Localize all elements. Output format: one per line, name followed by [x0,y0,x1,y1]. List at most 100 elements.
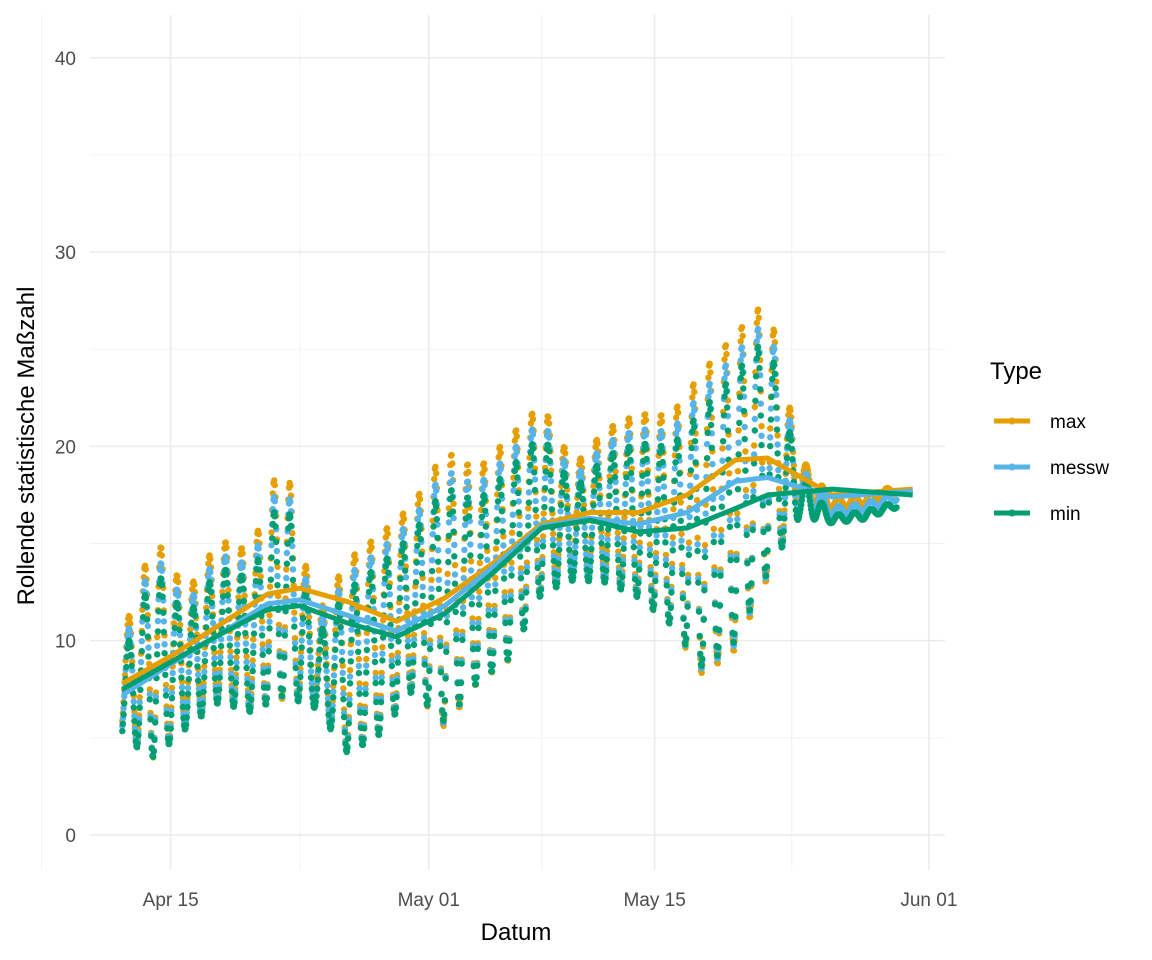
data-point [410,659,417,666]
data-point [738,362,746,369]
data-point [199,708,206,715]
data-point [222,539,229,546]
data-point [150,753,157,760]
data-point [530,455,537,462]
data-point [562,474,569,481]
data-point [347,649,354,656]
data-point [402,574,410,581]
data-point [385,583,393,591]
data-point [435,567,443,574]
data-point [485,602,492,609]
data-point [136,699,143,706]
data-point [412,568,420,576]
data-point [219,608,226,615]
data-point [654,508,661,516]
data-point [228,675,235,682]
data-point [250,622,258,629]
data-point [491,606,498,614]
data-point [716,626,723,634]
data-point [545,442,552,449]
data-point [435,576,443,583]
data-point [428,557,436,564]
data-point [726,516,734,524]
data-point [721,356,728,363]
data-point [340,713,348,721]
data-point [642,416,650,424]
data-point [179,703,186,711]
data-point [758,432,765,439]
data-point [500,542,507,549]
data-point [527,461,534,469]
data-point [705,411,712,418]
data-point [258,625,266,632]
data-point [426,667,433,674]
data-point [381,592,388,599]
data-point [482,507,489,514]
data-point [549,542,557,549]
data-point [694,541,701,548]
data-point [352,556,359,563]
data-point [174,587,181,594]
data-point [646,546,654,553]
data-point [424,696,432,703]
data-point [243,664,250,672]
data-point [137,686,144,693]
data-point [484,589,492,596]
data-point [531,476,539,483]
data-point [620,545,627,552]
data-point [720,438,727,445]
data-point [669,534,676,541]
data-point [578,487,586,494]
data-point [652,554,660,561]
data-point [238,559,246,566]
data-point [320,616,327,623]
data-point [541,495,548,502]
data-point [504,656,512,663]
data-point [630,544,637,551]
data-point [697,650,704,657]
data-point [362,685,369,693]
data-point [291,623,298,630]
data-point [775,495,783,503]
data-point [706,360,713,367]
data-point [191,594,198,601]
data-point [763,572,770,579]
data-point [572,549,579,557]
data-point [501,589,508,596]
data-point [396,594,404,602]
data-point [307,668,315,675]
data-point [648,587,655,594]
data-point [703,440,711,448]
data-point [685,551,693,559]
data-point [724,427,732,434]
data-point [505,649,512,657]
data-point [450,528,457,535]
data-point [460,566,467,573]
data-point [662,532,669,539]
data-point [409,672,416,680]
data-point [663,582,670,589]
data-point [664,599,671,606]
data-point [480,476,488,483]
data-point [283,566,290,573]
data-point [146,686,153,693]
data-point [507,592,514,599]
data-point [250,630,258,637]
data-point [517,553,524,560]
legend-label-messw: messw [1050,458,1109,479]
data-point [256,578,264,586]
data-point [773,415,781,422]
data-point [242,647,250,654]
data-point [422,679,429,686]
data-point [289,566,297,573]
data-point [653,532,660,539]
data-point [658,448,666,455]
data-point [239,563,246,571]
data-point [581,531,588,539]
data-point [582,538,589,545]
data-point [330,694,337,701]
data-point [758,423,765,430]
data-point [440,717,447,725]
data-point [767,434,774,441]
data-point [273,547,281,555]
